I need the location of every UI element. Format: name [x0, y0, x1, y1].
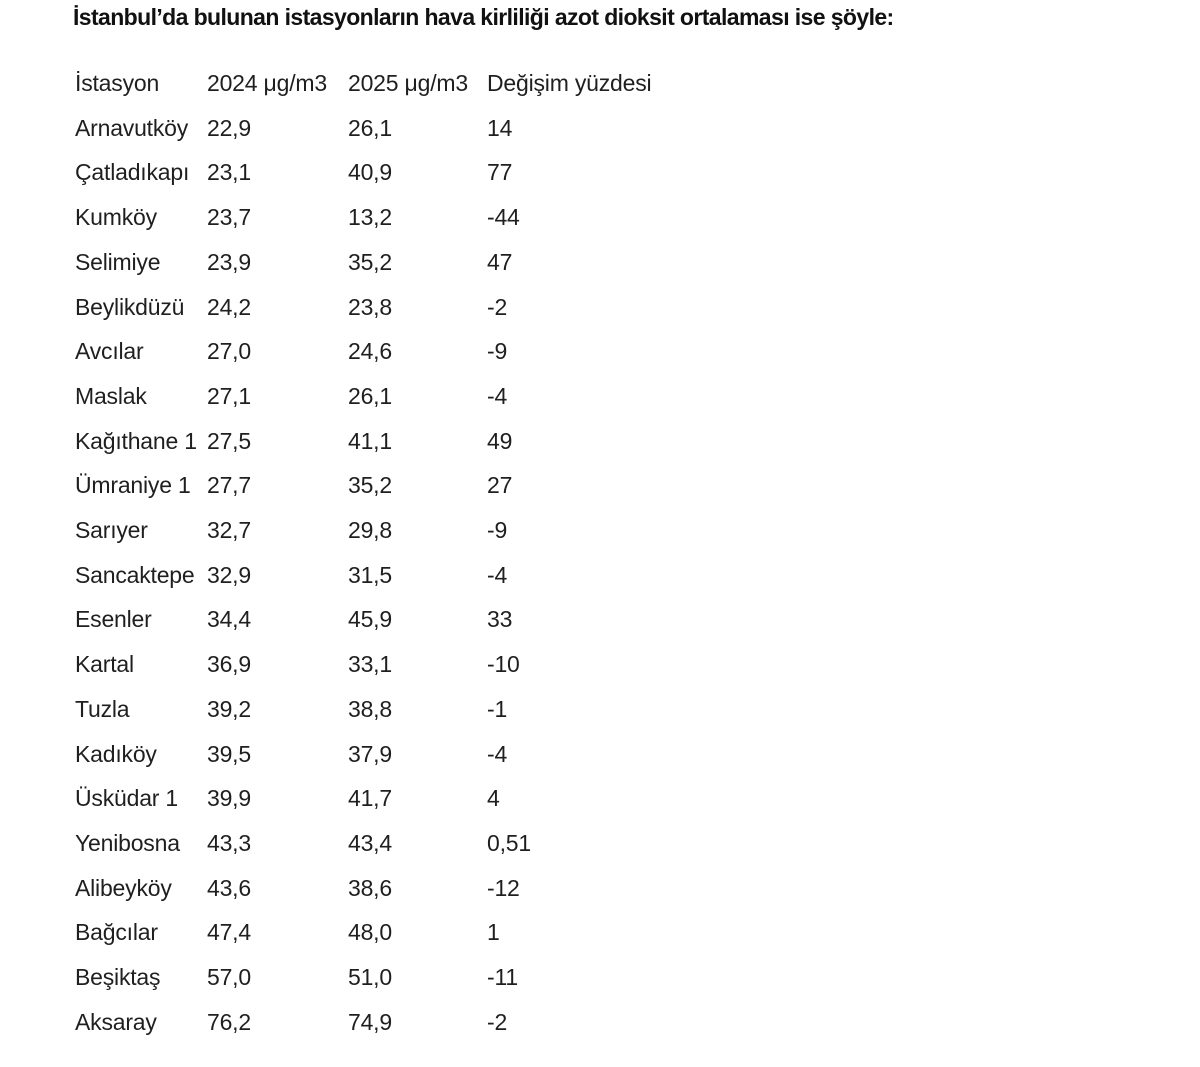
station-name: Maslak: [75, 382, 147, 409]
column-header: 2025 μg/m3: [348, 70, 468, 96]
table-cell: 48,0: [348, 919, 392, 946]
table-cell: 23,7: [207, 204, 251, 231]
table-cell: 22,9: [207, 114, 251, 141]
station-name: Esenler: [75, 606, 152, 633]
table-cell: 23,1: [207, 159, 251, 186]
station-name: Çatladıkapı: [75, 159, 190, 186]
table-cell: 24,6: [348, 338, 392, 365]
table-cell: 13,2: [348, 204, 392, 231]
station-name: Ümraniye 1: [75, 472, 191, 499]
column-header: İstasyon: [75, 70, 160, 96]
table-cell: -2: [487, 293, 508, 320]
column-header: 2024 μg/m3: [207, 70, 327, 96]
station-name: Tuzla: [75, 695, 130, 722]
table-cell: -44: [487, 204, 520, 231]
table-cell: 26,1: [348, 114, 392, 141]
table-cell: 33: [487, 606, 513, 633]
station-name: Kağıthane 1: [75, 427, 197, 454]
heading: İstanbul’da bulunan istasyonların hava k…: [73, 4, 894, 30]
station-name: Alibeyköy: [75, 874, 172, 901]
table-cell: 27,7: [207, 472, 251, 499]
table-cell: 57,0: [207, 964, 251, 990]
table-cell: 41,7: [348, 785, 392, 812]
station-name: Avcılar: [75, 338, 144, 365]
table-cell: 39,5: [207, 740, 251, 767]
table-cell: 27,1: [207, 382, 251, 409]
table-cell: -4: [487, 561, 508, 588]
table-cell: -1: [487, 695, 508, 722]
station-name: Kumköy: [75, 204, 157, 231]
table-cell: 14: [487, 114, 513, 141]
table-cell: -4: [487, 382, 508, 409]
table-cell: 74,9: [348, 1008, 392, 1035]
station-name: Kadıköy: [75, 740, 157, 767]
station-name: Yenibosna: [75, 829, 180, 856]
table-cell: -9: [487, 338, 508, 365]
table-cell: 29,8: [348, 517, 392, 543]
table-cell: 47,4: [207, 919, 251, 946]
table-cell: 51,0: [348, 964, 392, 990]
table-cell: -4: [487, 740, 508, 767]
station-name: Selimiye: [75, 248, 161, 275]
table-cell: 43,3: [207, 829, 251, 856]
table-cell: 27,5: [207, 427, 251, 454]
table-cell: 26,1: [348, 382, 392, 409]
table-cell: 24,2: [207, 293, 251, 320]
table-cell: 39,9: [207, 785, 251, 812]
column-header: Değişim yüzdesi: [487, 70, 652, 96]
table-cell: 32,9: [207, 561, 251, 588]
table-cell: 40,9: [348, 159, 392, 186]
station-name: Kartal: [75, 651, 134, 678]
table-cell: 38,8: [348, 695, 392, 722]
table-cell: 31,5: [348, 561, 392, 588]
table-cell: 49: [487, 427, 513, 454]
table-cell: 4: [487, 785, 500, 812]
table-cell: 27,0: [207, 338, 251, 365]
table-cell: 23,9: [207, 248, 251, 275]
table-cell: 43,4: [348, 829, 392, 856]
station-name: Üsküdar 1: [75, 785, 179, 812]
table-cell: 23,8: [348, 293, 392, 320]
table-cell: 76,2: [207, 1008, 251, 1035]
table-cell: 45,9: [348, 606, 392, 633]
table-cell: -9: [487, 517, 508, 543]
table-cell: 43,6: [207, 874, 251, 901]
table-cell: -2: [487, 1008, 508, 1035]
station-name: Bağcılar: [75, 919, 158, 946]
station-name: Arnavutköy: [75, 114, 189, 141]
table-cell: 37,9: [348, 740, 392, 767]
table-cell: 0,51: [487, 829, 531, 856]
station-name: Aksaray: [75, 1008, 157, 1035]
table-cell: -11: [487, 964, 518, 990]
station-name: Sarıyer: [75, 517, 148, 543]
table-cell: 47: [487, 248, 513, 275]
table-cell: 32,7: [207, 517, 251, 543]
table-cell: 27: [487, 472, 513, 499]
table-cell: 34,4: [207, 606, 251, 633]
table-cell: 39,2: [207, 695, 251, 722]
table-cell: 35,2: [348, 472, 392, 499]
table-cell: 35,2: [348, 248, 392, 275]
table-cell: 77: [487, 159, 513, 186]
station-name: Beylikdüzü: [75, 293, 185, 320]
table-cell: 38,6: [348, 874, 392, 901]
table-cell: 33,1: [348, 651, 392, 678]
table-cell: -12: [487, 874, 520, 901]
station-name: Sancaktepe: [75, 561, 195, 588]
station-name: Beşiktaş: [75, 964, 161, 990]
table-cell: 1: [487, 919, 500, 946]
table-cell: -10: [487, 651, 520, 678]
table-cell: 41,1: [348, 427, 392, 454]
table-cell: 36,9: [207, 651, 251, 678]
